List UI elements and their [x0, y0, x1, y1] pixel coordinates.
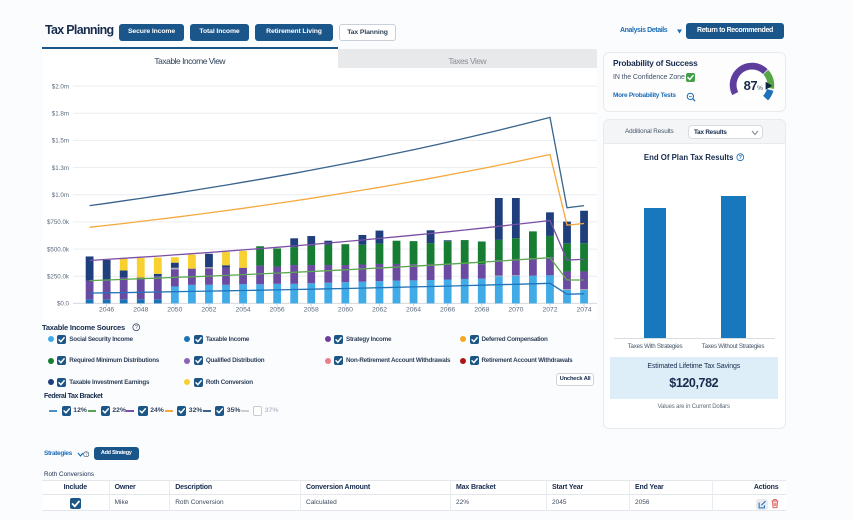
svg-text:2074: 2074 — [577, 306, 592, 313]
svg-text:$750.0k: $750.0k — [47, 219, 70, 226]
svg-text:$1.0m: $1.0m — [52, 192, 69, 199]
svg-text:2050: 2050 — [167, 306, 182, 313]
svg-text:2052: 2052 — [201, 306, 216, 313]
svg-text:2056: 2056 — [270, 306, 285, 313]
svg-text:$0.0: $0.0 — [57, 301, 70, 308]
svg-text:2060: 2060 — [338, 306, 353, 313]
svg-text:2058: 2058 — [304, 306, 319, 313]
svg-text:$250.0k: $250.0k — [47, 273, 70, 280]
svg-text:2068: 2068 — [474, 306, 489, 313]
svg-text:2066: 2066 — [440, 306, 455, 313]
svg-text:$500.0k: $500.0k — [47, 246, 70, 253]
svg-text:2070: 2070 — [508, 306, 523, 313]
svg-text:?: ? — [85, 452, 88, 457]
svg-text:$1.5m: $1.5m — [52, 138, 69, 145]
svg-text:2048: 2048 — [133, 306, 148, 313]
svg-text:?: ? — [135, 325, 138, 331]
svg-text:?: ? — [738, 156, 742, 162]
svg-text:$1.8m: $1.8m — [52, 111, 69, 118]
svg-text:2064: 2064 — [406, 306, 421, 313]
svg-text:$2.0m: $2.0m — [52, 83, 69, 90]
svg-text:2046: 2046 — [99, 306, 114, 313]
svg-text:2072: 2072 — [542, 306, 557, 313]
svg-text:2054: 2054 — [236, 306, 251, 313]
svg-text:2062: 2062 — [372, 306, 387, 313]
svg-text:$1.3m: $1.3m — [52, 165, 69, 172]
